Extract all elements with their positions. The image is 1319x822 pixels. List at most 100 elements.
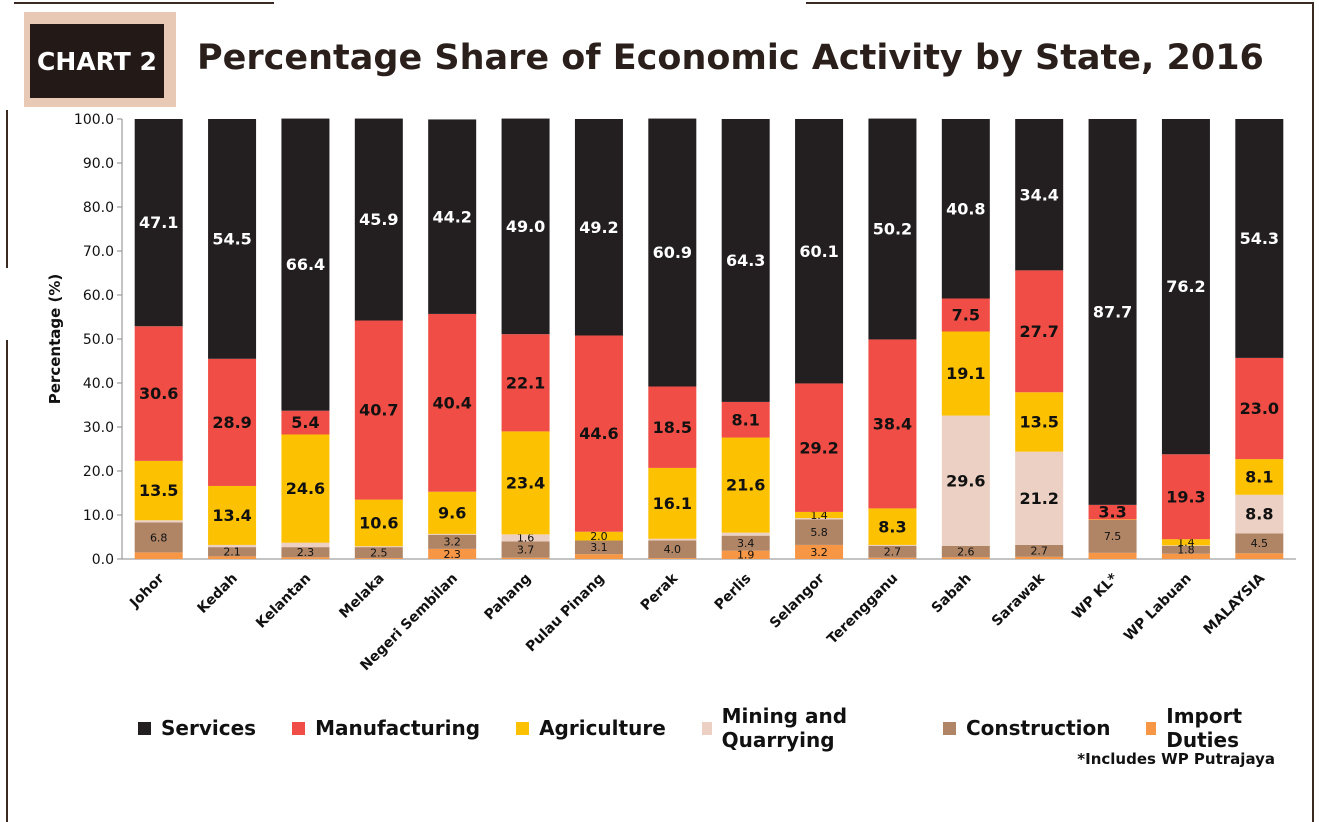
data-label-construction: 3.2 bbox=[443, 536, 461, 549]
bar-segment-agriculture bbox=[574, 531, 623, 541]
bar-segment-services bbox=[281, 118, 330, 411]
bar-segment-import-duties bbox=[428, 548, 477, 559]
frame-line-left-upper bbox=[6, 110, 8, 268]
bar-segment-mining-and-quarrying bbox=[501, 534, 550, 542]
bar-segment-import-duties bbox=[721, 550, 770, 559]
bar-segment-construction bbox=[574, 540, 623, 555]
data-label-construction: 4.5 bbox=[1251, 537, 1269, 550]
data-label-manufacturing: 28.9 bbox=[212, 413, 251, 432]
data-label-manufacturing: 40.4 bbox=[432, 393, 471, 412]
bar-segment-manufacturing bbox=[1161, 454, 1210, 540]
bar-segment-import-duties bbox=[501, 557, 550, 559]
bar-segment-services bbox=[501, 118, 550, 335]
bar-segment-services bbox=[795, 119, 844, 384]
bar-segment-services bbox=[941, 119, 990, 299]
data-label-construction: 2.1 bbox=[223, 546, 241, 559]
legend-swatch bbox=[292, 721, 306, 735]
bar-segment-agriculture bbox=[208, 485, 257, 545]
data-label-services: 64.3 bbox=[726, 251, 765, 270]
legend-swatch bbox=[701, 721, 712, 735]
x-tick-label: Melaka bbox=[336, 571, 387, 622]
legend-label: Construction bbox=[966, 716, 1111, 740]
bar-segment-import-duties bbox=[281, 557, 330, 559]
frame-line-left-lower bbox=[6, 340, 8, 822]
data-label-services: 49.0 bbox=[506, 217, 545, 236]
legend-label: Import Duties bbox=[1166, 704, 1243, 752]
data-label-agriculture: 16.1 bbox=[653, 494, 692, 513]
data-label-services: 40.8 bbox=[946, 199, 985, 218]
x-tick-label: Terengganu bbox=[824, 571, 901, 648]
bar-segment-agriculture bbox=[721, 437, 770, 533]
data-label-import-duties: 3.2 bbox=[810, 546, 828, 559]
data-label-agriculture: 8.1 bbox=[1245, 468, 1273, 487]
bar-segment-import-duties bbox=[1015, 556, 1064, 559]
legend-label: Mining and Quarrying bbox=[721, 704, 848, 752]
bar-segment-mining-and-quarrying bbox=[428, 533, 477, 535]
data-label-construction: 2.6 bbox=[957, 545, 975, 558]
data-label-services: 50.2 bbox=[873, 220, 912, 239]
bar-segment-manufacturing bbox=[1088, 504, 1137, 520]
legend-item-agriculture: Agriculture bbox=[516, 704, 666, 752]
data-label-manufacturing: 19.3 bbox=[1166, 487, 1205, 506]
y-tick-label: 30.0 bbox=[83, 420, 114, 436]
data-label-manufacturing: 3.3 bbox=[1098, 503, 1126, 522]
legend-swatch bbox=[943, 721, 956, 735]
bar-segment-manufacturing bbox=[574, 335, 623, 532]
data-label-agriculture: 13.4 bbox=[212, 506, 251, 525]
x-tick-label: MALAYSIA bbox=[1201, 570, 1269, 638]
data-label-agriculture: 10.6 bbox=[359, 514, 398, 533]
bar-segment-manufacturing bbox=[648, 386, 697, 468]
bar-segment-construction bbox=[721, 535, 770, 551]
bar-segment-manufacturing bbox=[1015, 270, 1064, 393]
bar-segment-services bbox=[868, 118, 917, 340]
legend-label: Manufacturing bbox=[315, 716, 481, 740]
data-label-agriculture: 1.4 bbox=[810, 509, 828, 522]
data-label-services: 60.1 bbox=[799, 242, 838, 261]
data-label-services: 47.1 bbox=[139, 213, 178, 232]
data-label-services: 54.5 bbox=[212, 230, 251, 249]
data-label-agriculture: 23.4 bbox=[506, 473, 545, 492]
bar-segment-mining-and-quarrying bbox=[1235, 494, 1284, 534]
data-label-services: 66.4 bbox=[286, 255, 325, 274]
bar-segment-construction bbox=[1161, 545, 1210, 554]
bar-segment-import-duties bbox=[354, 558, 403, 559]
bar-segment-import-duties bbox=[941, 557, 990, 559]
data-label-services: 44.2 bbox=[432, 207, 471, 226]
data-label-agriculture: 8.3 bbox=[878, 517, 906, 536]
data-label-agriculture: 9.6 bbox=[438, 503, 466, 522]
chart-badge: CHART 2 bbox=[30, 24, 164, 98]
data-label-construction: 3.4 bbox=[737, 537, 755, 550]
bar-segment-construction bbox=[941, 545, 990, 558]
bar-segment-construction bbox=[134, 522, 183, 553]
data-label-manufacturing: 44.6 bbox=[579, 424, 618, 443]
bar-segment-manufacturing bbox=[208, 358, 257, 486]
bar-segment-construction bbox=[1088, 519, 1137, 553]
data-label-construction: 7.5 bbox=[1104, 530, 1122, 543]
data-label-construction: 3.7 bbox=[517, 543, 535, 556]
x-tick-label: Perak bbox=[638, 570, 682, 614]
bar-segment-import-duties bbox=[208, 556, 257, 559]
bar-segment-import-duties bbox=[795, 544, 844, 559]
data-label-services: 34.4 bbox=[1019, 185, 1058, 204]
bar-segment-construction bbox=[795, 519, 844, 545]
data-label-import-duties: 2.3 bbox=[443, 548, 461, 561]
bar-segment-services bbox=[354, 118, 403, 321]
data-label-agriculture: 19.1 bbox=[946, 364, 985, 383]
data-label-services: 49.2 bbox=[579, 218, 618, 237]
data-label-construction: 2.7 bbox=[1030, 545, 1048, 558]
legend-label: Agriculture bbox=[539, 716, 666, 740]
data-label-construction: 1.8 bbox=[1177, 544, 1195, 557]
data-label-construction: 5.8 bbox=[810, 526, 828, 539]
bar-segment-construction bbox=[648, 540, 697, 559]
x-tick-label: Sabah bbox=[929, 571, 975, 617]
bar-segment-import-duties bbox=[134, 552, 183, 559]
bar-segment-import-duties bbox=[1088, 552, 1137, 559]
bar-segment-mining-and-quarrying bbox=[941, 415, 990, 546]
legend-item-construction: Construction bbox=[943, 704, 1110, 752]
bar-segment-services bbox=[1161, 119, 1210, 455]
y-tick-label: 50.0 bbox=[83, 332, 114, 348]
y-axis-title: Percentage (%) bbox=[46, 274, 64, 404]
bar-segment-mining-and-quarrying bbox=[721, 532, 770, 536]
y-tick-label: 0.0 bbox=[92, 552, 114, 568]
bar-segment-services bbox=[134, 119, 183, 327]
